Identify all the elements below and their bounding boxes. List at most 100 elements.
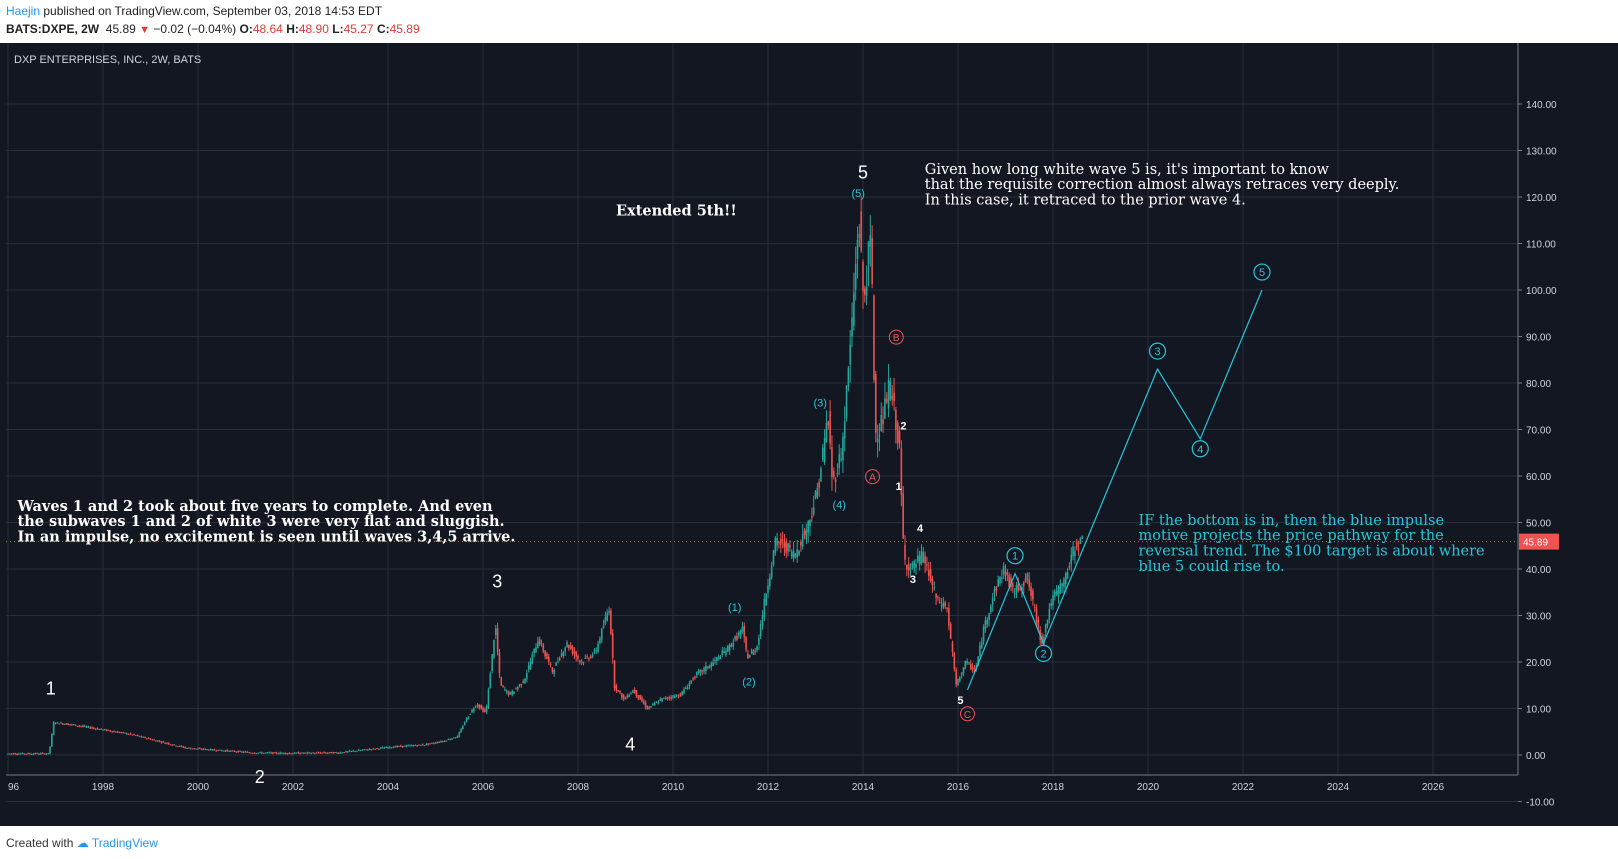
candle-body (434, 742, 437, 744)
tradingview-link[interactable]: TradingView (91, 836, 158, 850)
candle (146, 738, 148, 740)
candle-body (798, 551, 800, 555)
candle (957, 678, 959, 687)
candle (7, 753, 9, 755)
candle-body (72, 724, 75, 726)
candle-body (549, 663, 552, 665)
abc-circle (888, 329, 904, 345)
candle-body (944, 602, 947, 607)
candle-body (736, 636, 738, 640)
candle-body (321, 752, 324, 754)
candle-body (1072, 546, 1074, 557)
candle (460, 727, 462, 733)
candle-body (7, 753, 9, 755)
candle-body (272, 752, 274, 754)
candle-body (593, 650, 596, 652)
candle-body (83, 725, 86, 727)
wave-label: 5 (858, 162, 868, 182)
candle (931, 575, 934, 593)
candle-body (474, 706, 477, 708)
candle (341, 752, 344, 754)
candle (1063, 576, 1065, 595)
candle-body (436, 742, 439, 744)
candle (328, 752, 331, 754)
candle-body (142, 736, 144, 738)
x-tick-label: 2002 (282, 782, 305, 793)
candle-body (885, 398, 888, 403)
candle-body (60, 722, 62, 724)
candle-body (85, 726, 88, 728)
candle-body (155, 740, 157, 742)
candle (1012, 582, 1014, 593)
candle-body (812, 507, 815, 515)
candle-body (36, 753, 39, 755)
candle-body (834, 479, 837, 483)
candle (30, 753, 33, 755)
candle-body (538, 639, 541, 645)
candle (72, 723, 75, 726)
candle (195, 748, 197, 750)
candle (966, 658, 968, 665)
candle-body (896, 422, 899, 443)
candle-body (856, 239, 859, 260)
candle (197, 747, 199, 750)
candle-body (389, 746, 391, 748)
candle-body (858, 233, 861, 239)
candle-body (259, 752, 261, 754)
x-tick-label: 2022 (1232, 782, 1255, 793)
candle-body (268, 752, 271, 754)
candle-body (712, 662, 714, 667)
candle-body (948, 608, 950, 626)
candle (122, 731, 124, 734)
author-link[interactable]: Haejin (6, 4, 41, 18)
candle-body (438, 741, 440, 743)
candle (71, 723, 73, 726)
candle-body (790, 552, 793, 557)
annotation-text: motive projects the price pathway for th… (1139, 528, 1444, 544)
annotation-text: the subwaves 1 and 2 of white 3 were ver… (18, 513, 505, 530)
candle-body (414, 744, 417, 746)
candle (135, 734, 137, 737)
candle-body (113, 731, 115, 733)
candle (741, 621, 744, 634)
price-chart[interactable]: -10.00 0.00 10.00 20.00 30.00 40.00 50.00 60.00… (0, 43, 1618, 826)
candle-body (955, 669, 957, 685)
candle (191, 748, 194, 750)
candle (529, 657, 532, 670)
candle (706, 666, 709, 670)
candle-body (160, 741, 163, 743)
candle-body (628, 694, 630, 697)
candle (624, 696, 627, 700)
candle-body (1061, 583, 1063, 586)
candle-body (463, 722, 466, 725)
y-tick-label: 110.00 (1526, 240, 1556, 251)
candle (980, 637, 983, 650)
blue-wave-label: 5 (1259, 267, 1265, 279)
candle-body (787, 543, 789, 552)
candle (186, 747, 188, 750)
candle (62, 722, 64, 726)
candle-body (224, 750, 227, 752)
candle-body (347, 751, 349, 753)
candle-body (445, 740, 448, 742)
candle (387, 746, 389, 749)
candle-body (938, 601, 941, 604)
candle (997, 575, 999, 588)
candle-body (206, 749, 208, 751)
candle-body (94, 728, 97, 730)
candle (911, 561, 914, 571)
candle-body (91, 727, 93, 729)
candle-body (167, 743, 170, 745)
candle-body (1026, 573, 1029, 579)
candle (907, 557, 910, 579)
candle-body (706, 666, 709, 668)
annotation-text: Waves 1 and 2 took about five years to c… (17, 498, 493, 515)
candle-body (286, 753, 289, 755)
candle (584, 654, 587, 659)
candle (343, 752, 345, 754)
candle (533, 648, 535, 658)
candle (268, 751, 271, 754)
candle (273, 751, 276, 754)
candle (299, 752, 302, 755)
candle (89, 726, 92, 730)
